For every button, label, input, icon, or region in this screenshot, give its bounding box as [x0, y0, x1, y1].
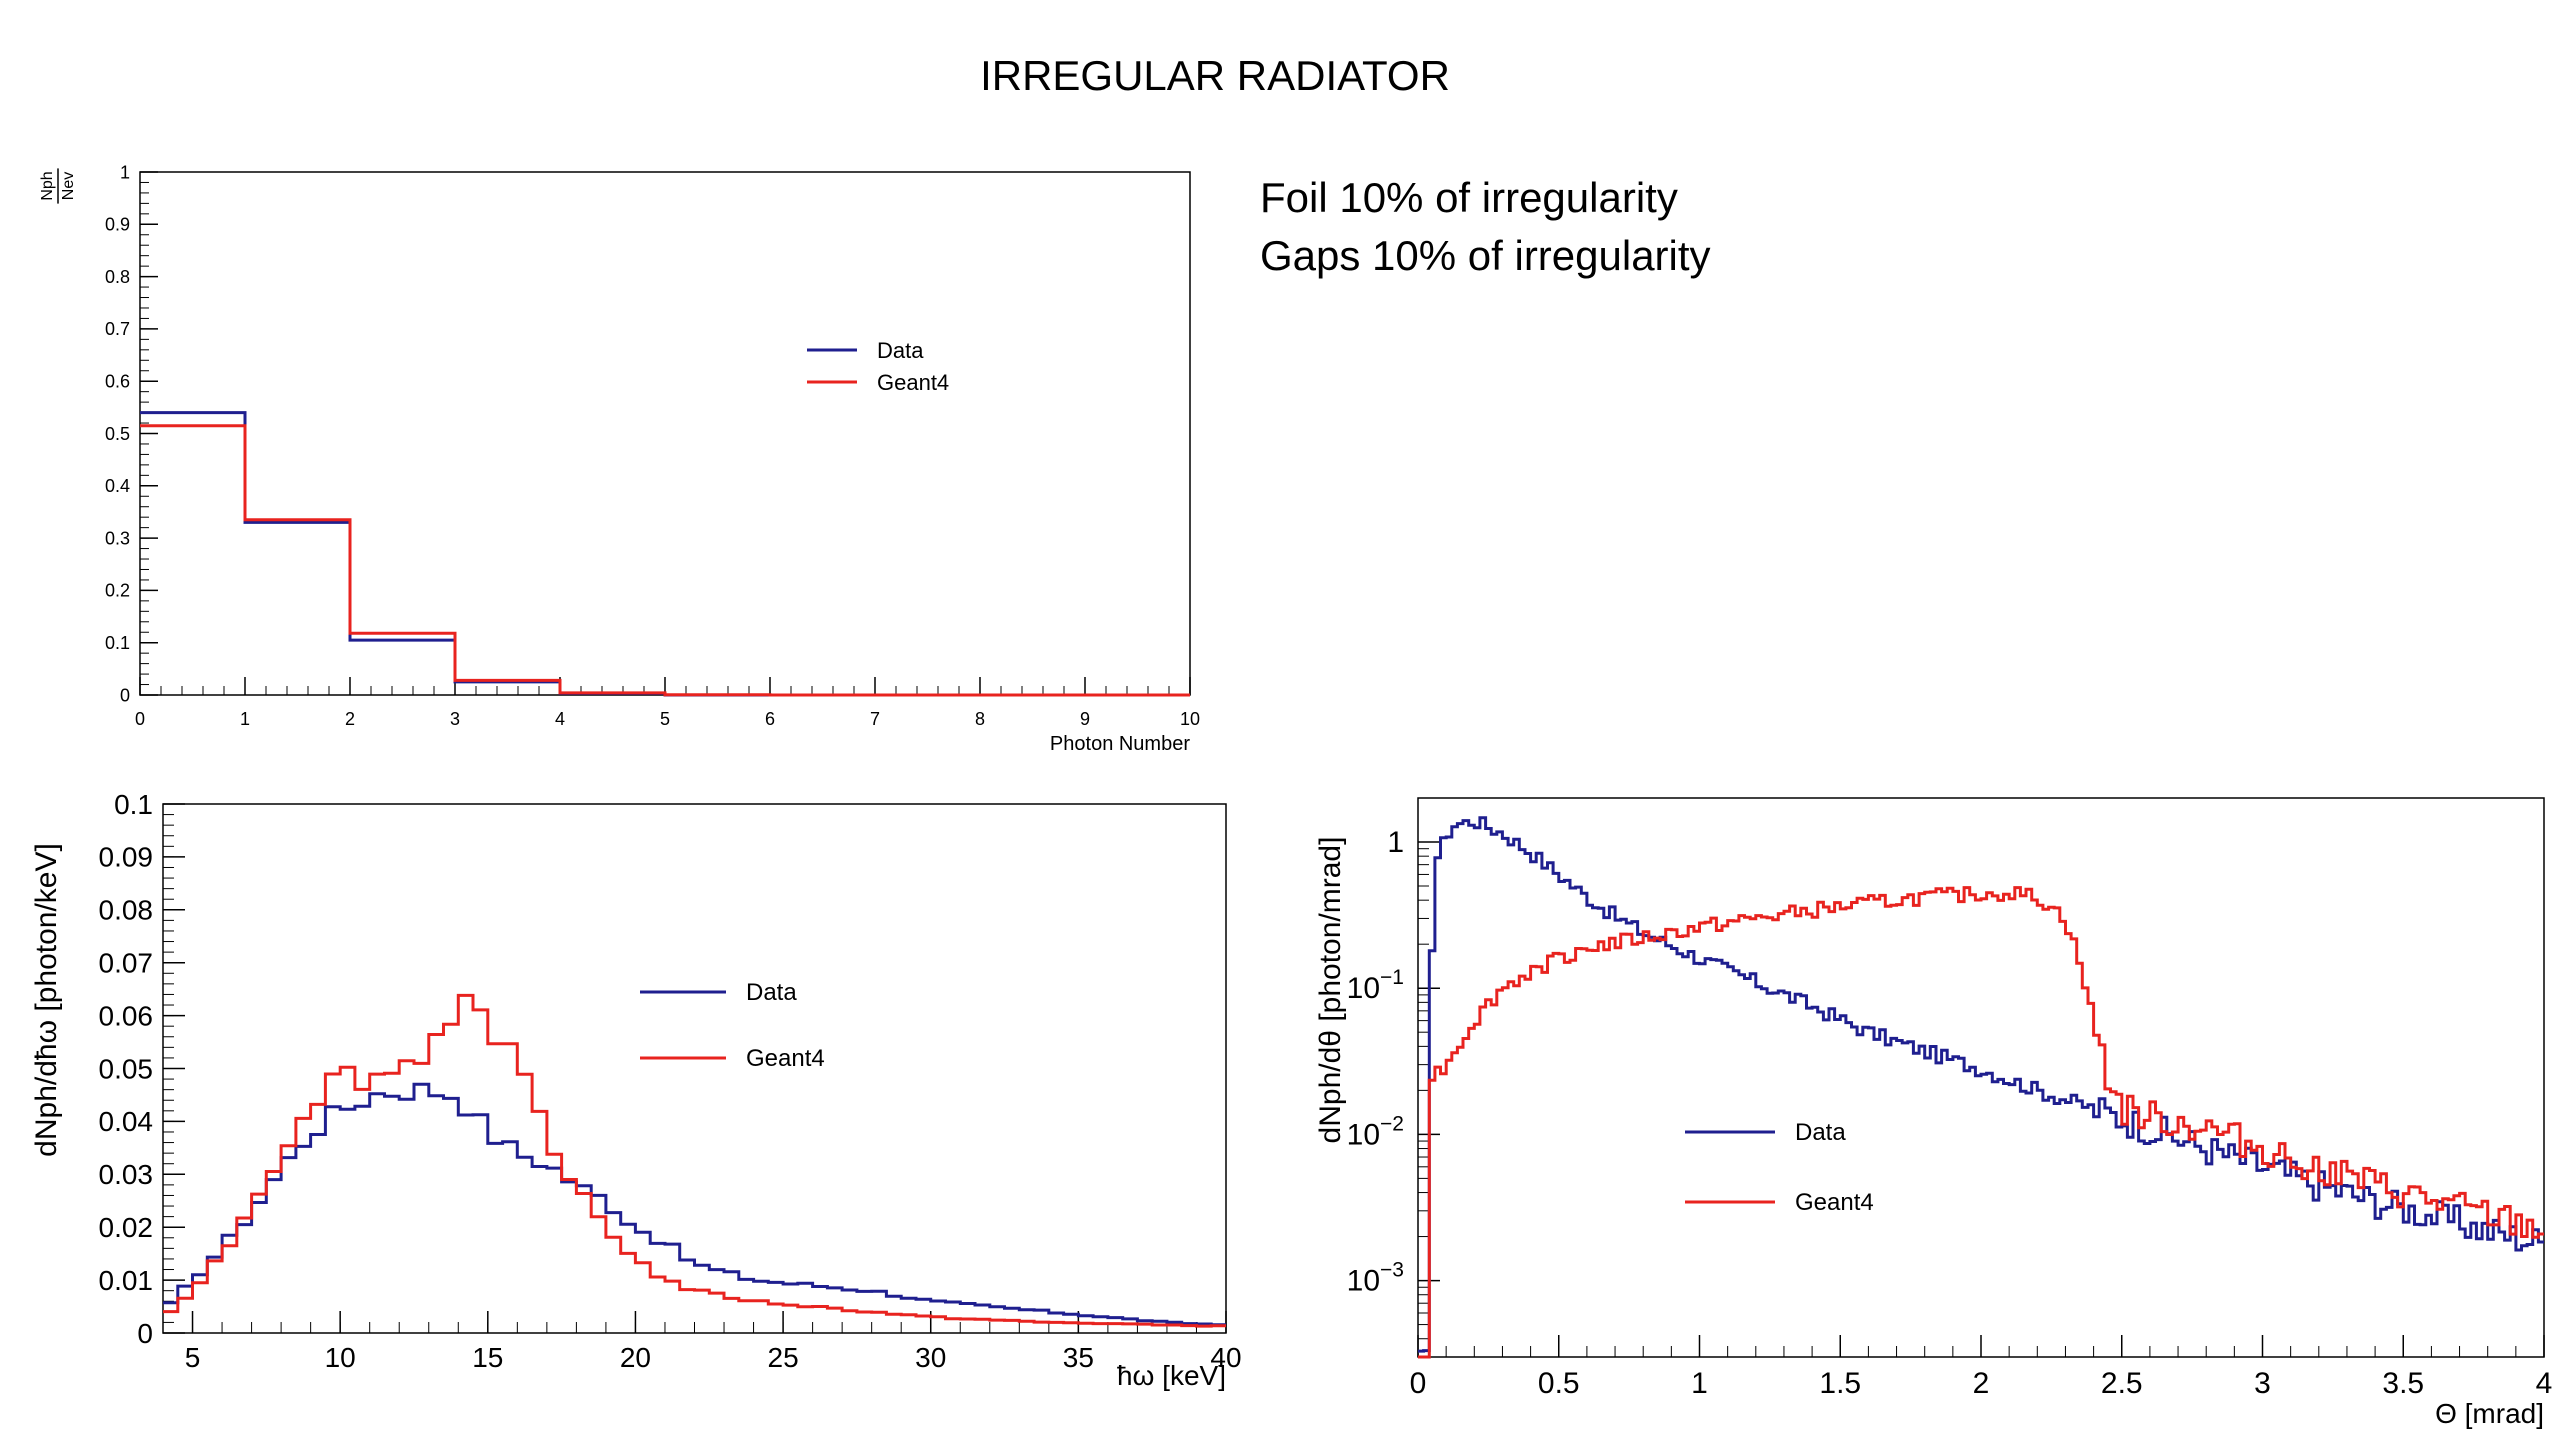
y-axis-label-text: dNph/dθ [photon/mrad] [1314, 837, 1347, 1144]
x-tick-label: 10 [325, 1342, 356, 1373]
y-tick-label: 0.02 [99, 1212, 154, 1243]
x-tick-label: 4 [555, 709, 565, 729]
legend-label-data: Data [877, 338, 924, 363]
plot-frame [1417, 797, 2545, 1358]
y-tick-label: 0.2 [105, 581, 130, 601]
y-tick-label: 1 [120, 162, 130, 182]
x-tick-label: 7 [870, 709, 880, 729]
x-tick-label: 3 [450, 709, 460, 729]
x-tick-label: 3 [2254, 1367, 2271, 1400]
y-tick-label: 0.03 [99, 1159, 154, 1190]
photon-number-chart: 0 1 2 3 4 5 6 7 8 9 10 0 0.1 0.2 0.3 0.4 0.5 0.6 0.7 0.8 0.9… [39, 162, 1200, 755]
series-line-data [140, 411, 1190, 697]
y-axis-numerator: Nph [39, 171, 56, 200]
y-tick-label: 1 [1387, 826, 1404, 859]
series-line-geant4 [140, 424, 1190, 697]
x-axis-label: Photon Number [1050, 733, 1190, 755]
x-tick-label: 8 [975, 709, 985, 729]
y-tick-label: 0.08 [99, 895, 154, 926]
y-axis-label-text: dNph/dħω [photon/keV] [30, 843, 63, 1157]
x-tick-label: 5 [660, 709, 670, 729]
x-tick-label: 1 [1691, 1367, 1708, 1400]
x-tick-label: 0.5 [1538, 1367, 1580, 1400]
y-tick-label: 0.9 [105, 215, 130, 235]
legend-label-geant4: Geant4 [1795, 1189, 1874, 1216]
energy-spectrum-chart: 5 10 15 20 25 30 35 40 0 0.01 0.02 0.03 0.04 0.05 0.06… [30, 789, 1242, 1391]
series-line-geant4 [1418, 886, 2544, 1359]
x-tick-label: 9 [1080, 709, 1090, 729]
y-tick-label: 0.05 [99, 1053, 154, 1084]
series-line-geant4 [163, 993, 1226, 1328]
x-tick-label: 35 [1063, 1342, 1094, 1373]
y-tick-label: 0.04 [99, 1106, 154, 1137]
x-tick-label: 2 [1973, 1367, 1990, 1400]
y-tick-label: 0.06 [99, 1000, 154, 1031]
x-tick-label: 6 [765, 709, 775, 729]
y-tick-label: 0.5 [105, 424, 130, 444]
x-tick-label: 10 [1180, 709, 1200, 729]
plot-frame [139, 171, 1191, 696]
y-axis-label: dNph/dħω [photon/keV] [30, 843, 63, 1157]
x-tick-label: 40 [1210, 1342, 1241, 1373]
angular-distribution-chart: 0 0.5 1 1.5 2 2.5 3 3.5 4 10−3 10−2 10−1 1 Data Geant4… [1314, 797, 2553, 1429]
x-tick-label: 15 [472, 1342, 503, 1373]
y-tick-label: 10−3 [1347, 1259, 1404, 1298]
legend-label-data: Data [1795, 1119, 1846, 1146]
y-tick-label: 0.1 [105, 633, 130, 653]
y-tick-label: 10−1 [1347, 966, 1404, 1005]
x-axis-label: Θ [mrad] [2435, 1398, 2544, 1429]
x-tick-label: 1 [240, 709, 250, 729]
x-tick-label: 1.5 [1819, 1367, 1861, 1400]
legend-label-geant4: Geant4 [877, 370, 949, 395]
annotation-foil: Foil 10% of irregularity [1260, 174, 1678, 221]
series-line-data [1418, 816, 2544, 1353]
legend-label-data: Data [746, 979, 797, 1006]
x-tick-label: 4 [2536, 1367, 2553, 1400]
plot-frame [162, 803, 1227, 1334]
x-tick-label: 3.5 [2382, 1367, 2424, 1400]
legend-label-geant4: Geant4 [746, 1045, 825, 1072]
y-tick-label: 10−2 [1347, 1112, 1404, 1151]
x-tick-label: 20 [620, 1342, 651, 1373]
annotation-gaps: Gaps 10% of irregularity [1260, 232, 1711, 279]
y-axis-label: dNph/dθ [photon/mrad] [1314, 837, 1347, 1144]
slide-title: IRREGULAR RADIATOR [980, 52, 1450, 99]
x-tick-label: 5 [185, 1342, 201, 1373]
y-tick-label: 0 [120, 685, 130, 705]
x-axis-label: ħω [keV] [1117, 1360, 1226, 1391]
y-tick-label: 0.01 [99, 1265, 154, 1296]
x-tick-label: 0 [1410, 1367, 1427, 1400]
y-tick-label: 0.8 [105, 267, 130, 287]
x-tick-label: 2 [345, 709, 355, 729]
y-tick-label: 0.09 [99, 842, 154, 873]
y-axis-denominator: Nev [60, 172, 77, 200]
series-line-data [163, 1082, 1226, 1327]
y-axis-label: Nph Nev [39, 168, 77, 204]
y-tick-label: 0.4 [105, 476, 130, 496]
y-tick-label: 0.07 [99, 948, 154, 979]
y-tick-label: 0.3 [105, 528, 130, 548]
y-tick-label: 0 [137, 1318, 153, 1349]
y-tick-label: 0.1 [114, 789, 153, 820]
x-tick-label: 25 [768, 1342, 799, 1373]
y-tick-label: 0.6 [105, 372, 130, 392]
x-tick-label: 30 [915, 1342, 946, 1373]
x-tick-label: 2.5 [2101, 1367, 2143, 1400]
x-tick-label: 0 [135, 709, 145, 729]
y-tick-label: 0.7 [105, 319, 130, 339]
